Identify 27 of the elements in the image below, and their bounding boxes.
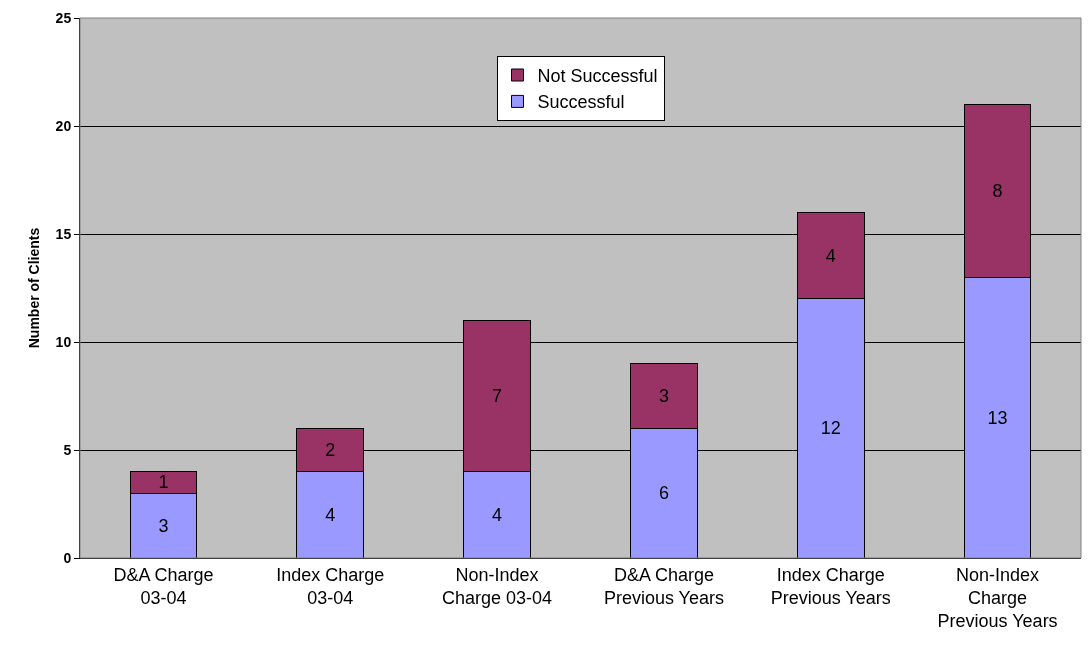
data-label: 4	[825, 245, 836, 266]
data-label: 4	[325, 504, 336, 525]
y-tick-label: 20	[55, 117, 72, 134]
data-label: 1	[158, 472, 169, 493]
data-label: 2	[325, 440, 336, 460]
x-tick-label: Index Charge 03-04	[276, 564, 385, 608]
y-tick-label: 15	[55, 225, 72, 242]
data-label: 13	[987, 407, 1008, 428]
data-label: 3	[658, 386, 669, 406]
y-tick-label: 5	[63, 441, 72, 458]
y-axis-title: Number of Clients	[26, 227, 43, 349]
x-tick-label: D&A Charge Previous Years	[603, 564, 724, 608]
legend-label: Successful	[537, 92, 625, 113]
data-label: 8	[992, 180, 1003, 201]
data-label: 12	[820, 418, 841, 439]
x-tick-label: Index Charge Previous Years	[770, 564, 891, 608]
y-tick-label: 10	[55, 333, 72, 350]
x-tick-label: Non-Index Charge Previous Years	[937, 564, 1058, 632]
legend-label: Not Successful	[537, 66, 658, 87]
x-tick-label: Non-Index Charge 03-04	[442, 564, 553, 608]
data-label: 6	[658, 483, 669, 504]
y-tick-label: 25	[55, 9, 72, 26]
data-label: 7	[492, 386, 503, 406]
x-tick-label: D&A Charge 03-04	[113, 564, 214, 608]
data-label: 3	[158, 515, 169, 536]
y-tick-label: 0	[63, 549, 72, 566]
data-label: 4	[492, 504, 503, 525]
